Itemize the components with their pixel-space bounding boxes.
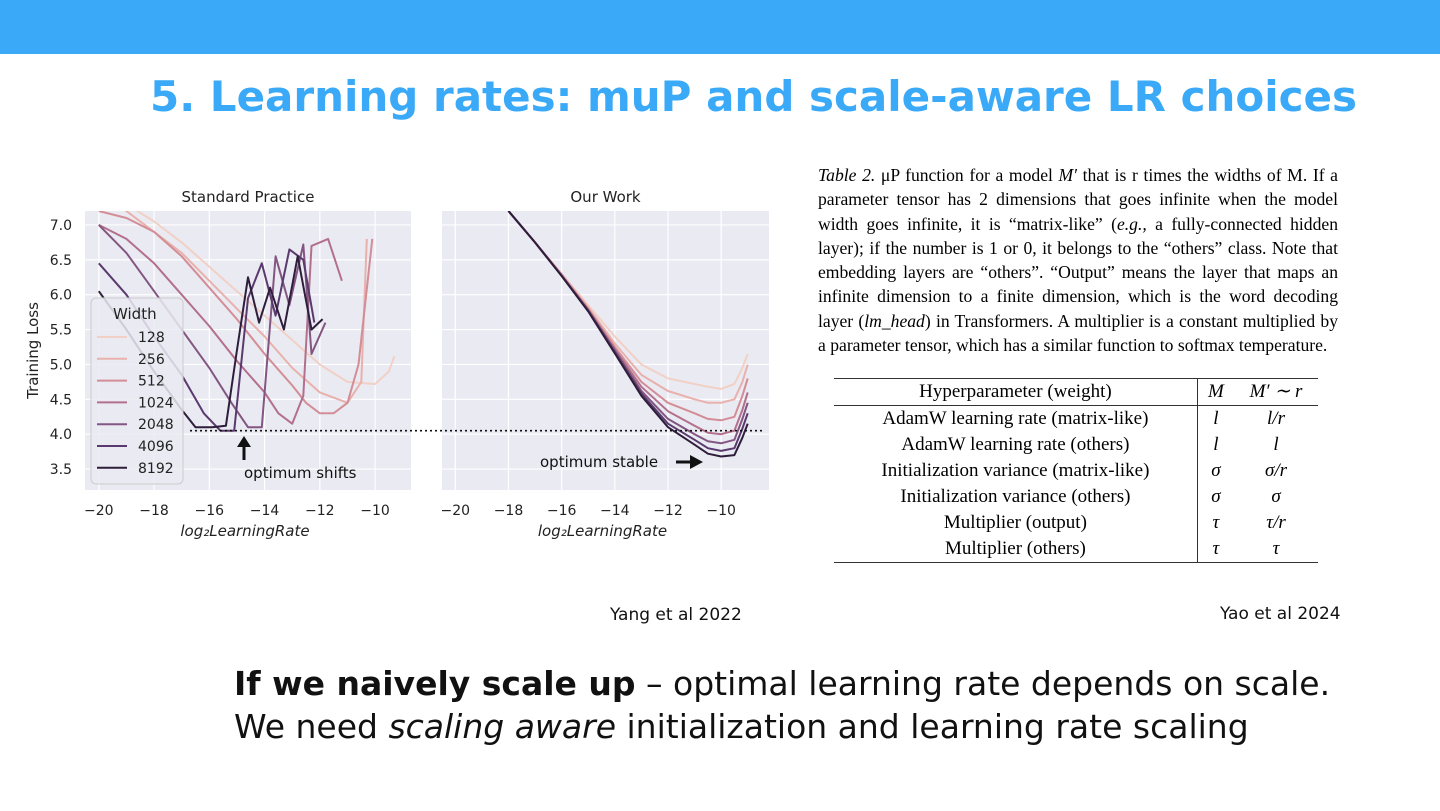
- citation-yang: Yang et al 2022: [610, 605, 742, 625]
- x-tick-label: −18: [494, 503, 524, 519]
- body-line-1: If we naively scale up – optimal learnin…: [234, 664, 1330, 703]
- table-header-cell: M: [1208, 381, 1224, 402]
- body-text: initialization and learning rate scaling: [616, 707, 1249, 746]
- caption-text-c: a fully-connected hidden layer); if the …: [818, 213, 1338, 331]
- arrow-right-head: [690, 455, 703, 469]
- x-tick-label: −18: [139, 503, 169, 519]
- slide-title: 5. Learning rates: muP and scale-aware L…: [150, 72, 1358, 121]
- caption-math-a: M′: [1058, 165, 1078, 185]
- table-row: AdamW learning rate (others) l l: [834, 432, 1318, 458]
- chart-title: Standard Practice: [182, 188, 315, 206]
- table-cell: AdamW learning rate (others): [834, 432, 1198, 458]
- annotation-optimum-shifts: optimum shifts: [244, 464, 357, 482]
- legend-label: 512: [138, 374, 165, 390]
- caption-text-a: μP function for a model: [875, 165, 1059, 185]
- series-line-512: [98, 211, 374, 415]
- body-bold-text: If we naively scale up: [234, 664, 636, 703]
- y-tick-label: 4.5: [50, 392, 72, 408]
- table-cell: σ/r: [1264, 460, 1288, 481]
- x-axis-label: log₂LearningRate: [538, 522, 667, 540]
- series-group: [507, 211, 749, 458]
- x-tick-label: −16: [547, 503, 577, 519]
- y-tick-label: 7.0: [50, 218, 72, 234]
- y-tick-label: 5.0: [50, 357, 72, 373]
- table-cell: τ: [1272, 538, 1280, 559]
- legend-label: 4096: [138, 439, 174, 455]
- x-tick-label: −10: [360, 503, 390, 519]
- legend-box: [90, 297, 184, 485]
- table-cell: σ: [1271, 486, 1281, 507]
- y-axis-label: Training Loss: [24, 302, 42, 400]
- caption-label: Table 2.: [818, 165, 876, 185]
- table-cell: l/r: [1267, 408, 1285, 429]
- learning-rate-charts: −20 −18 −16 −14 −12 −10 3.5 4.0 4.5 5.0 5.5 6.0 6.5 7…: [24, 188, 769, 540]
- caption-text-d: ) in Transformers. A multiplier is a con…: [818, 310, 1339, 356]
- body-italic-text: scaling aware: [388, 707, 617, 746]
- series-line-256: [124, 211, 368, 404]
- y-tick-label: 6.0: [50, 288, 72, 304]
- x-tick-label: −14: [250, 503, 280, 519]
- y-tick-label: 6.5: [50, 253, 72, 269]
- body-text: – optimal learning rate depends on scale…: [635, 664, 1331, 703]
- top-accent-bar: [0, 0, 1440, 54]
- series-line-2048: [98, 224, 327, 429]
- table-cell: Multiplier (others): [834, 536, 1198, 563]
- x-tick-label: −20: [441, 503, 471, 519]
- caption-text-b: that is r times the widths of M. If a pa…: [818, 165, 1338, 234]
- x-axis-label: log₂LearningRate: [180, 522, 309, 540]
- table-cell: l: [1213, 408, 1219, 429]
- table-cell: τ/r: [1266, 512, 1286, 533]
- table-cell: l: [1213, 434, 1219, 455]
- legend-label: 1024: [138, 395, 174, 411]
- x-tick-label: −12: [653, 503, 683, 519]
- x-tick-label: −10: [706, 503, 736, 519]
- legend-label: 256: [138, 352, 165, 368]
- series-line-8192: [507, 211, 749, 458]
- table-cell: τ: [1212, 512, 1220, 533]
- legend-label: 2048: [138, 417, 174, 433]
- table-row: Multiplier (output) τ τ/r: [834, 510, 1318, 536]
- table-cell: Initialization variance (matrix-like): [834, 458, 1198, 484]
- annotation-optimum-stable: optimum stable: [540, 453, 658, 471]
- y-tick-label: 4.0: [50, 427, 72, 443]
- y-tick-label: 5.5: [50, 323, 72, 339]
- legend-label: 8192: [138, 461, 174, 477]
- table-cell: AdamW learning rate (matrix-like): [834, 405, 1198, 432]
- series-line-128: [135, 211, 396, 385]
- arrow-up-head: [237, 436, 251, 447]
- table-header-cell: Hyperparameter (weight): [834, 378, 1198, 406]
- table-cell: Multiplier (output): [834, 510, 1198, 536]
- body-text: We need: [234, 707, 389, 746]
- hyperparameter-table: Hyperparameter (weight) M M′ ∼ r AdamW l…: [834, 378, 1318, 563]
- table-row: Initialization variance (others) σ σ: [834, 484, 1318, 510]
- legend-label: 128: [138, 330, 165, 346]
- table-cell: l: [1273, 434, 1279, 455]
- table-row: Multiplier (others) τ τ: [834, 536, 1318, 563]
- table-row: AdamW learning rate (matrix-like) l l/r: [834, 405, 1318, 432]
- caption-math-b: lm_head: [864, 310, 925, 331]
- table-header-row: Hyperparameter (weight) M M′ ∼ r: [834, 378, 1318, 406]
- table-cell: σ: [1211, 486, 1221, 507]
- table-cell: σ: [1211, 460, 1221, 481]
- citation-yao: Yao et al 2024: [1220, 604, 1341, 624]
- plot-background: [442, 211, 769, 490]
- table-cell: Initialization variance (others): [834, 484, 1198, 510]
- x-tick-label: −14: [600, 503, 630, 519]
- x-tick-label: −20: [84, 503, 114, 519]
- table-header-cell: M′ ∼ r: [1249, 381, 1303, 402]
- caption-eg: e.g.,: [1116, 213, 1147, 234]
- table-cell: τ: [1212, 538, 1220, 559]
- chart-title: Our Work: [570, 188, 641, 206]
- x-tick-label: −16: [195, 503, 225, 519]
- x-tick-label: −12: [305, 503, 335, 519]
- body-line-2: We need scaling aware initialization and…: [234, 707, 1249, 746]
- table-caption: Table 2. μP function for a model M′ that…: [818, 163, 1338, 357]
- legend-title: Width: [113, 305, 157, 323]
- y-tick-label: 3.5: [50, 462, 72, 478]
- table-row: Initialization variance (matrix-like) σ σ/…: [834, 458, 1318, 484]
